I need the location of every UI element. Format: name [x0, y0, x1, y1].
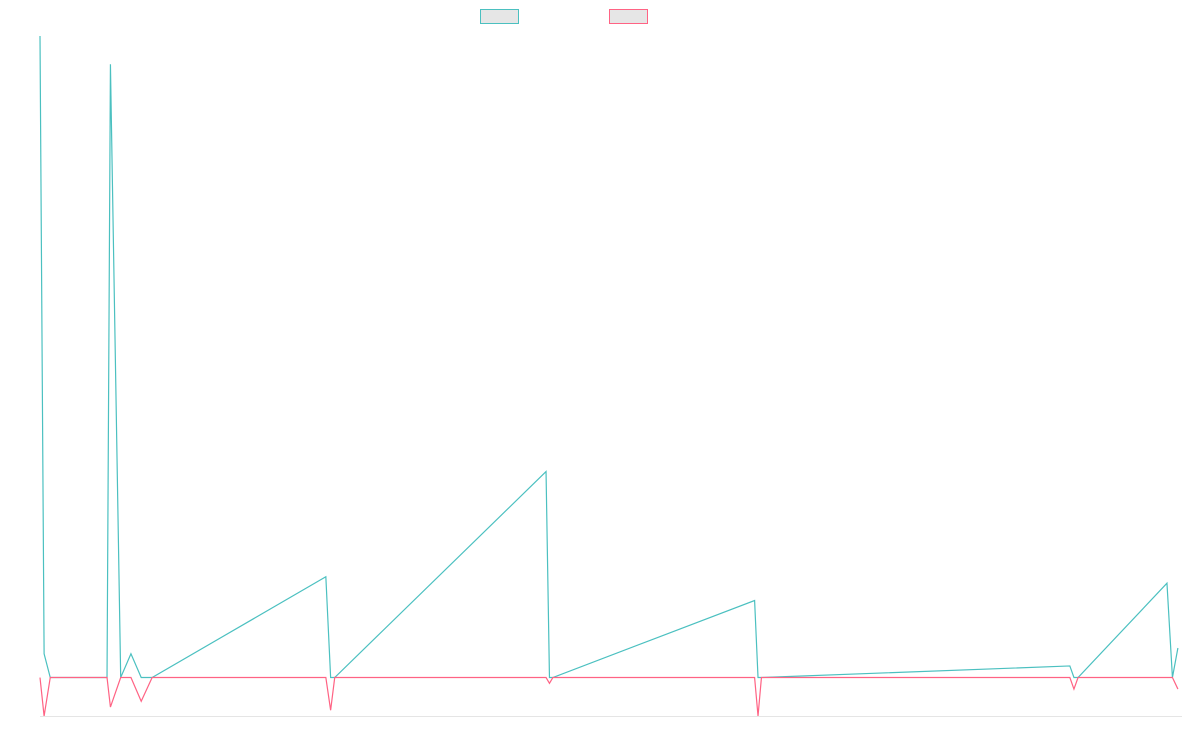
- legend-swatch-series-1: [480, 9, 519, 24]
- series-layer: [39, 35, 1179, 717]
- legend-item-series-1[interactable]: [480, 9, 525, 24]
- series-line-2: [39, 676, 1179, 717]
- legend-item-series-2[interactable]: [609, 9, 654, 24]
- series-line-1: [39, 35, 1179, 679]
- legend: [480, 9, 654, 24]
- legend-swatch-series-2: [609, 9, 648, 24]
